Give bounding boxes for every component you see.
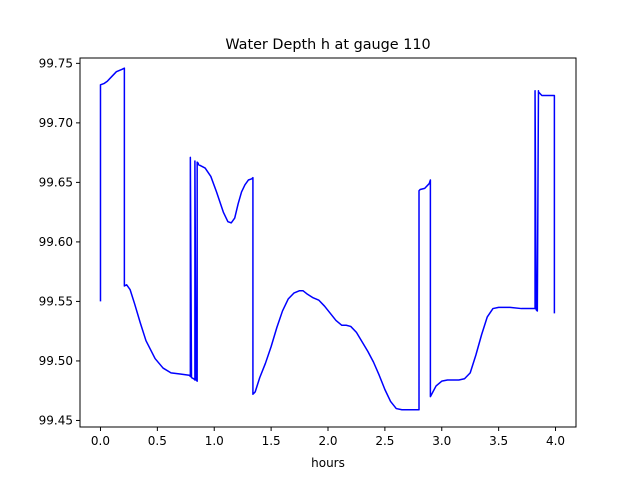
x-tick-label: 3.5 [489,434,508,448]
x-tick-label: 4.0 [546,434,565,448]
y-axis: 99.45 99.50 99.55 99.60 99.65 99.70 99.75 [39,56,80,427]
series-line-0 [99,67,556,411]
plot-area [99,67,556,411]
y-tick-label: 99.75 [39,56,73,70]
x-tick-label: 2.5 [375,434,394,448]
y-tick-label: 99.65 [39,175,73,189]
x-tick-label: 2.0 [318,434,337,448]
chart-title: Water Depth h at gauge 110 [225,37,430,53]
x-tick-label: 0.5 [148,434,167,448]
y-tick-label: 99.45 [39,413,73,427]
x-tick-label: 0.0 [91,434,110,448]
x-tick-label: 1.0 [205,434,224,448]
y-tick-label: 99.55 [39,294,73,308]
x-axis: 0.0 0.5 1.0 1.5 2.0 2.5 3.0 3.5 4.0 [91,427,565,448]
x-tick-label: 3.0 [432,434,451,448]
y-tick-label: 99.50 [39,354,73,368]
x-tick-label: 1.5 [262,434,281,448]
y-tick-label: 99.60 [39,235,73,249]
x-axis-label: hours [311,456,345,470]
y-tick-label: 99.70 [39,116,73,130]
